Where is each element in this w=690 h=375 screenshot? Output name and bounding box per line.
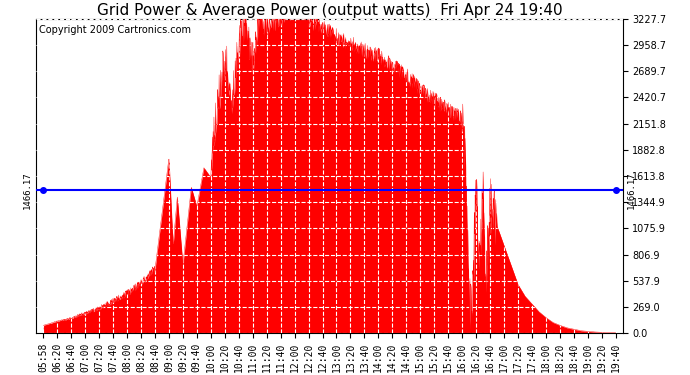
Text: 1466.17: 1466.17 — [23, 172, 32, 209]
Text: Copyright 2009 Cartronics.com: Copyright 2009 Cartronics.com — [39, 25, 191, 35]
Title: Grid Power & Average Power (output watts)  Fri Apr 24 19:40: Grid Power & Average Power (output watts… — [97, 3, 562, 18]
Text: 1466.17: 1466.17 — [627, 172, 636, 209]
